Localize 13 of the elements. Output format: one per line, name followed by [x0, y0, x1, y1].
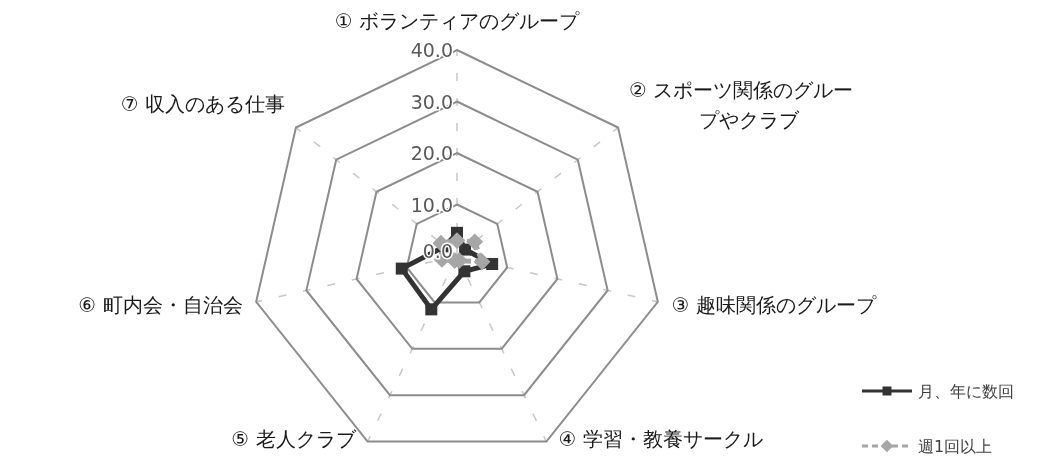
- legend-label: 月、年に数回: [918, 382, 1014, 401]
- spoke-label: ⑥ 町内会・自治会: [78, 292, 243, 317]
- y-tick-label: 10.0: [410, 193, 453, 216]
- spoke-label: ⑦ 収入のある仕事: [120, 91, 285, 116]
- y-tick-label: 20.0: [410, 142, 453, 164]
- spoke-label: ③ 趣味関係のグループ: [671, 292, 877, 317]
- spoke-label: ⑤ 老人クラブ: [231, 426, 357, 451]
- legend-label: 週1回以上: [918, 437, 993, 456]
- spoke-label: ④ 学習・教養サークル: [558, 426, 763, 451]
- y-tick-label: 40.0: [410, 39, 453, 61]
- spoke-label: ② スポーツ関係のグループやクラブ: [629, 77, 854, 132]
- spoke-label: ① ボランティアのグループ: [334, 9, 581, 33]
- y-tick-label: 30.0: [410, 90, 453, 113]
